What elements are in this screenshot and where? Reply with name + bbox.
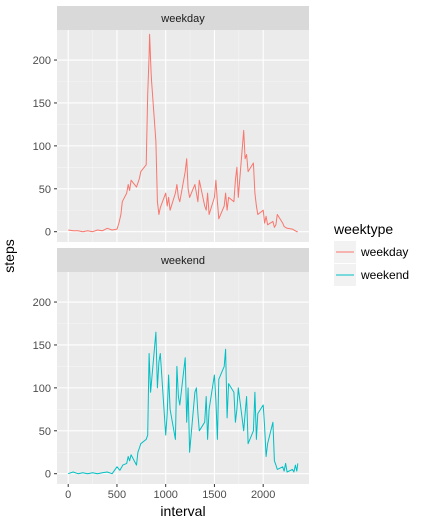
strip-weekday [57,6,309,30]
legend-item-weekday: weekday [334,241,408,263]
x-tick-label: 2000 [251,489,275,501]
x-tick-label: 1000 [153,489,177,501]
y-tick-label: 50 [39,184,51,196]
x-tick-label: 1500 [202,489,226,501]
legend-label: weekday [360,245,408,259]
y-tick-label: 100 [33,383,51,395]
series-line-weekend [68,331,299,475]
y-tick-label: 0 [45,227,51,239]
x-tick-label: 500 [108,489,126,501]
panel-weekday: weekday 0 50 100 150 200 [33,6,309,242]
y-tick-label: 100 [33,141,51,153]
strip-label: weekday [160,13,205,25]
x-tick-label: 0 [65,489,71,501]
legend-item-weekend: weekend [334,264,409,286]
y-tick-label: 200 [33,55,51,67]
y-tick-label: 0 [45,469,51,481]
x-axis-title: interval [160,503,205,519]
legend: weektype weekday weekend [333,221,409,286]
legend-title: weektype [333,221,393,237]
strip-label: weekend [160,255,205,267]
legend-label: weekend [360,268,409,282]
y-tick-label: 200 [33,297,51,309]
panel-weekend: weekend 0 50 100 150 200 [33,248,309,484]
x-axis: 0 500 1000 1500 2000 [65,484,275,501]
series-line-weekday [68,33,298,233]
strip-weekend [57,248,309,272]
facets: weekday 0 50 100 150 200 weekend 0 50 100 150 200 [33,6,309,484]
y-tick-label: 150 [33,98,51,110]
y-tick-label: 150 [33,340,51,352]
legend-keys: weekday weekend [334,241,409,286]
y-axis-title: steps [1,239,17,272]
panel-background [57,30,309,242]
y-tick-label: 50 [39,426,51,438]
